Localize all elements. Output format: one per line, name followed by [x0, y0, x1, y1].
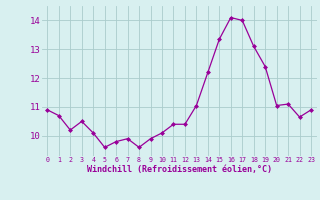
X-axis label: Windchill (Refroidissement éolien,°C): Windchill (Refroidissement éolien,°C) [87, 165, 272, 174]
